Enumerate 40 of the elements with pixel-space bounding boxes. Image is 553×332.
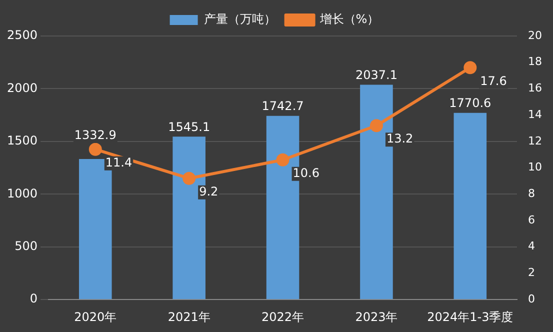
x-tick-label: 2023年: [355, 310, 398, 324]
y2-tick-label: 2: [528, 266, 536, 280]
y2-tick-label: 12: [528, 134, 542, 148]
y2-tick-label: 4: [528, 240, 536, 253]
legend-label: 产量（万吨）: [204, 12, 276, 26]
data-label: 2037.1: [355, 68, 398, 82]
y-tick-label: 2500: [6, 28, 38, 42]
y2-tick-label: 6: [528, 213, 536, 226]
y2-tick-label: 16: [528, 82, 542, 95]
data-label: 1770.6: [449, 96, 492, 110]
y-tick-label: 2000: [6, 80, 38, 95]
data-label: 17.6: [480, 74, 507, 88]
data-label: 11.4: [105, 155, 132, 170]
legend-label: 增长（%）: [318, 12, 380, 26]
data-label: 1545.1: [168, 120, 210, 134]
point: [464, 61, 477, 74]
y2-tick-label: 10: [528, 160, 542, 174]
point: [276, 153, 290, 166]
data-label: 1332.9: [74, 128, 116, 142]
y2-tick-label: 20: [528, 28, 542, 42]
y2-tick-label: 8: [528, 187, 536, 200]
point: [88, 142, 102, 156]
x-tick-label: 2020年: [74, 310, 117, 324]
y2-tick-label: 14: [528, 108, 542, 121]
point: [370, 119, 383, 132]
data-label: 1742.7: [262, 98, 304, 113]
data-label: 10.6: [292, 166, 320, 180]
y-tick-label: 1500: [6, 134, 38, 148]
bar: [454, 112, 487, 300]
y2-tick-label: 18: [528, 55, 542, 68]
data-label: 9.2: [199, 184, 218, 198]
y-tick-label: 0: [30, 292, 38, 306]
y-tick-label: 1000: [6, 186, 38, 200]
x-tick-label: 2022年: [262, 310, 304, 324]
x-tick-label: 2024年1-3季度: [427, 310, 514, 324]
x-tick-label: 2021年: [168, 310, 210, 324]
data-label: 13.2: [386, 132, 414, 146]
point: [182, 172, 196, 185]
y-tick-label: 500: [14, 239, 38, 254]
y2-tick-label: 0: [528, 292, 536, 306]
